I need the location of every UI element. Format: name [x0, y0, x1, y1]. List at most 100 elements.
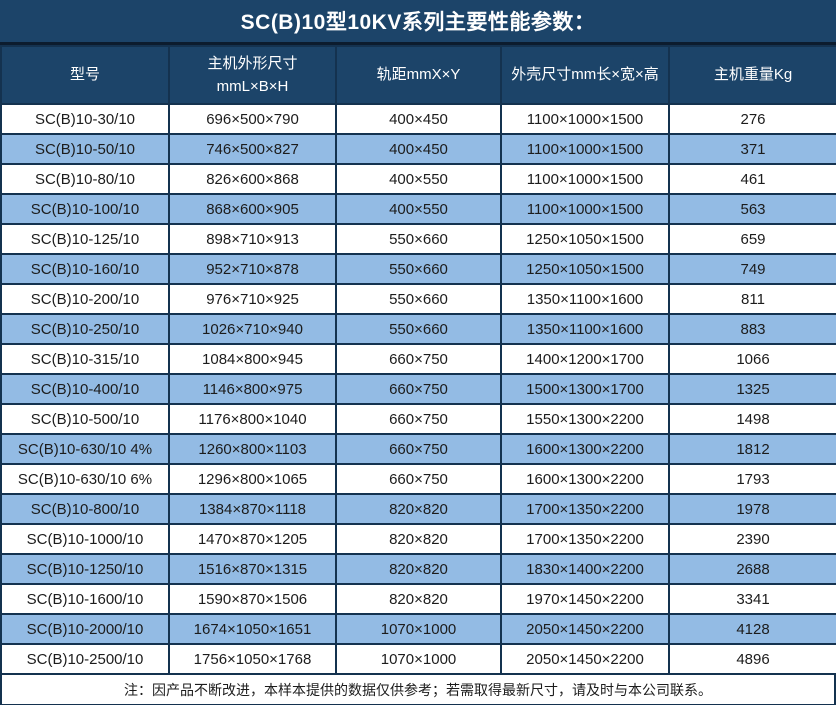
table-row: SC(B)10-1000/10 1470×870×1205 820×820 1700×…: [0, 523, 836, 555]
table-row: SC(B)10-500/10 1176×800×1040 660×750 1550×1…: [0, 403, 836, 435]
cell: 1026×710×940: [168, 313, 337, 345]
cell: 1978: [668, 493, 836, 525]
cell: 3341: [668, 583, 836, 615]
table-row: SC(B)10-50/10 746×500×827 400×450 1100×1000…: [0, 133, 836, 165]
column-header-5: 主机重量Kg: [668, 45, 836, 105]
cell: 1176×800×1040: [168, 403, 337, 435]
table-row: SC(B)10-1600/10 1590×870×1506 820×820 1970×…: [0, 583, 836, 615]
cell: 1100×1000×1500: [500, 133, 670, 165]
cell: 868×600×905: [168, 193, 337, 225]
cell: 4128: [668, 613, 836, 645]
cell: 811: [668, 283, 836, 315]
cell: SC(B)10-2000/10: [0, 613, 170, 645]
cell: 1100×1000×1500: [500, 193, 670, 225]
cell: 1756×1050×1768: [168, 643, 337, 675]
cell: 1146×800×975: [168, 373, 337, 405]
cell: 1325: [668, 373, 836, 405]
cell: 1350×1100×1600: [500, 283, 670, 315]
table-row: SC(B)10-80/10 826×600×868 400×550 1100×1000…: [0, 163, 836, 195]
table-row: SC(B)10-2500/10 1756×1050×1768 1070×1000 20…: [0, 643, 836, 675]
cell: 400×450: [335, 133, 502, 165]
cell: 1793: [668, 463, 836, 495]
table-row: SC(B)10-630/10 4% 1260×800×1103 660×750 160…: [0, 433, 836, 465]
cell: SC(B)10-30/10: [0, 103, 170, 135]
cell: 883: [668, 313, 836, 345]
cell: 1400×1200×1700: [500, 343, 670, 375]
column-header-3: 轨距mmX×Y: [335, 45, 502, 105]
cell: 1350×1100×1600: [500, 313, 670, 345]
cell: 400×450: [335, 103, 502, 135]
cell: 952×710×878: [168, 253, 337, 285]
cell: 400×550: [335, 163, 502, 195]
cell: 660×750: [335, 343, 502, 375]
cell: 1600×1300×2200: [500, 433, 670, 465]
cell: 898×710×913: [168, 223, 337, 255]
cell: 1100×1000×1500: [500, 163, 670, 195]
cell: 1590×870×1506: [168, 583, 337, 615]
cell: 550×660: [335, 223, 502, 255]
cell: 820×820: [335, 583, 502, 615]
cell: 371: [668, 133, 836, 165]
cell: SC(B)10-50/10: [0, 133, 170, 165]
cell: 820×820: [335, 493, 502, 525]
cell: 276: [668, 103, 836, 135]
column-header-4: 外壳尺寸mm长×宽×高: [500, 45, 670, 105]
cell: SC(B)10-2500/10: [0, 643, 170, 675]
cell: SC(B)10-800/10: [0, 493, 170, 525]
cell: 1296×800×1065: [168, 463, 337, 495]
cell: SC(B)10-80/10: [0, 163, 170, 195]
column-header-1: 型号: [0, 45, 170, 105]
page-title: SC(B)10型10KV系列主要性能参数：: [0, 0, 836, 45]
footnote: 注：因产品不断改进，本样本提供的数据仅供参考；若需取得最新尺寸，请及时与本公司联…: [0, 675, 836, 705]
cell: 1250×1050×1500: [500, 253, 670, 285]
table-row: SC(B)10-125/10 898×710×913 550×660 1250×105…: [0, 223, 836, 255]
cell: 1600×1300×2200: [500, 463, 670, 495]
header-row: 型号 主机外形尺寸 mmL×B×H 轨距mmX×Y 外壳尺寸mm长×宽×高 主机重量Kg: [0, 45, 836, 105]
cell: 550×660: [335, 253, 502, 285]
table-header: 型号 主机外形尺寸 mmL×B×H 轨距mmX×Y 外壳尺寸mm长×宽×高 主机重量Kg: [0, 45, 836, 105]
cell: 746×500×827: [168, 133, 337, 165]
cell: 660×750: [335, 433, 502, 465]
cell: 550×660: [335, 283, 502, 315]
cell: 550×660: [335, 313, 502, 345]
cell: 660×750: [335, 373, 502, 405]
cell: 696×500×790: [168, 103, 337, 135]
table-row: SC(B)10-200/10 976×710×925 550×660 1350×110…: [0, 283, 836, 315]
table-row: SC(B)10-2000/10 1674×1050×1651 1070×1000 20…: [0, 613, 836, 645]
cell: 1100×1000×1500: [500, 103, 670, 135]
cell: SC(B)10-1250/10: [0, 553, 170, 585]
cell: SC(B)10-250/10: [0, 313, 170, 345]
cell: 659: [668, 223, 836, 255]
table-row: SC(B)10-100/10 868×600×905 400×550 1100×100…: [0, 193, 836, 225]
cell: 2390: [668, 523, 836, 555]
cell: 1970×1450×2200: [500, 583, 670, 615]
cell: 1812: [668, 433, 836, 465]
cell: 976×710×925: [168, 283, 337, 315]
cell: 660×750: [335, 403, 502, 435]
table-row: SC(B)10-630/10 6% 1296×800×1065 660×750 160…: [0, 463, 836, 495]
cell: 1500×1300×1700: [500, 373, 670, 405]
cell: SC(B)10-125/10: [0, 223, 170, 255]
cell: 563: [668, 193, 836, 225]
cell: 660×750: [335, 463, 502, 495]
cell: 1830×1400×2200: [500, 553, 670, 585]
cell: SC(B)10-1000/10: [0, 523, 170, 555]
cell: 2050×1450×2200: [500, 613, 670, 645]
cell: SC(B)10-200/10: [0, 283, 170, 315]
cell: 1516×870×1315: [168, 553, 337, 585]
table-row: SC(B)10-160/10 952×710×878 550×660 1250×105…: [0, 253, 836, 285]
cell: 1260×800×1103: [168, 433, 337, 465]
cell: SC(B)10-500/10: [0, 403, 170, 435]
cell: SC(B)10-630/10 4%: [0, 433, 170, 465]
table-row: SC(B)10-800/10 1384×870×1118 820×820 1700×1…: [0, 493, 836, 525]
cell: 826×600×868: [168, 163, 337, 195]
cell: 1700×1350×2200: [500, 523, 670, 555]
cell: 2688: [668, 553, 836, 585]
cell: SC(B)10-315/10: [0, 343, 170, 375]
table-row: SC(B)10-1250/10 1516×870×1315 820×820 1830×…: [0, 553, 836, 585]
cell: 749: [668, 253, 836, 285]
cell: 1700×1350×2200: [500, 493, 670, 525]
cell: 1498: [668, 403, 836, 435]
table-row: SC(B)10-30/10 696×500×790 400×450 1100×1000…: [0, 103, 836, 135]
